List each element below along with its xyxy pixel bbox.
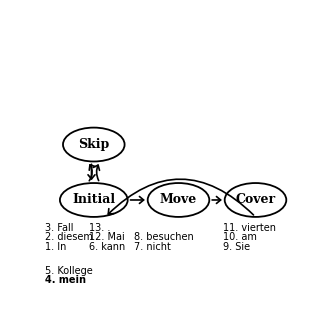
Text: 3. Fall: 3. Fall [45,223,73,233]
Text: 7. nicht: 7. nicht [134,241,171,252]
Text: 11. vierten: 11. vierten [223,223,276,233]
Text: 13. .: 13. . [89,223,111,233]
Text: Skip: Skip [78,138,110,151]
Text: 5. Kollege: 5. Kollege [45,266,92,276]
Text: Move: Move [160,194,197,206]
Text: Initial: Initial [72,194,115,206]
Text: 12. Mai: 12. Mai [89,232,125,242]
Text: 6. kann: 6. kann [89,241,125,252]
Text: 8. besuchen: 8. besuchen [134,232,194,242]
Text: 10. am: 10. am [223,232,257,242]
Text: Cover: Cover [235,194,276,206]
Text: 1. In: 1. In [45,241,66,252]
Text: 9. Sie: 9. Sie [223,241,250,252]
Text: 4. mein: 4. mein [45,275,85,286]
Text: 2. diesem: 2. diesem [45,232,92,242]
